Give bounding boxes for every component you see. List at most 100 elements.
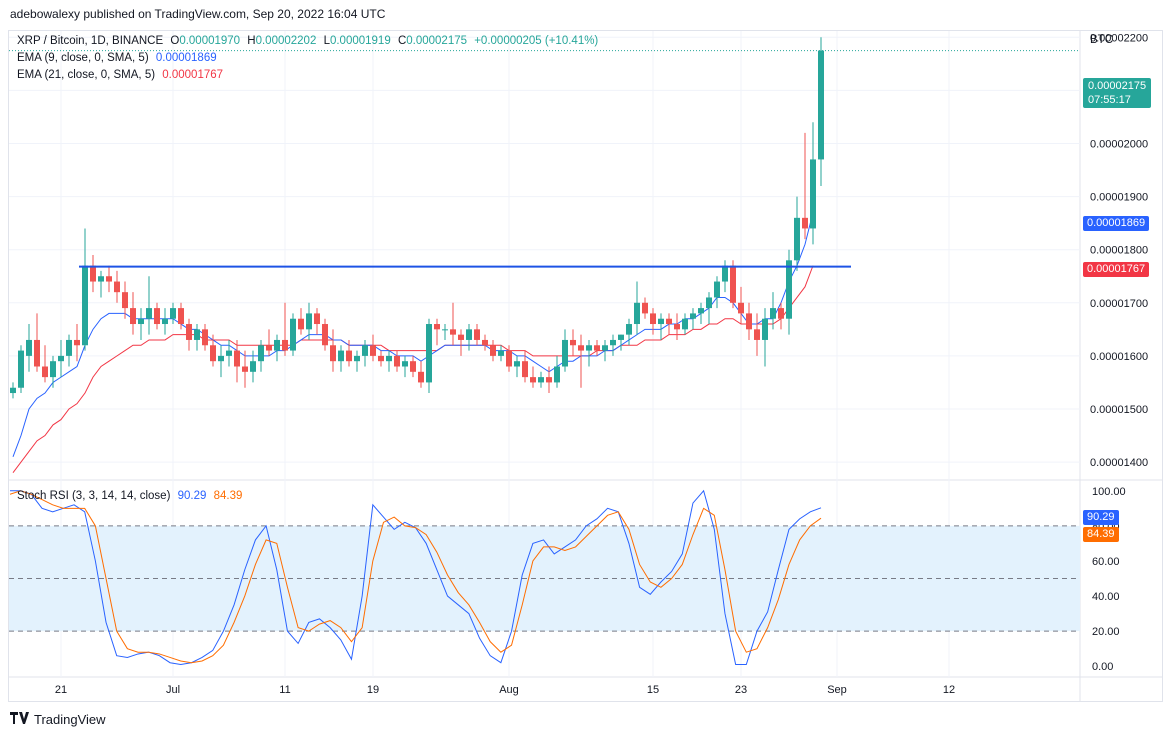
symbol-label[interactable]: XRP / Bitcoin, 1D, BINANCE xyxy=(17,35,164,47)
candle-up xyxy=(562,339,568,367)
candle-up xyxy=(618,334,624,340)
candle-up xyxy=(226,350,232,356)
candle-up xyxy=(250,361,256,372)
candle-down xyxy=(114,281,120,293)
candle-down xyxy=(418,371,424,383)
chart-frame xyxy=(8,30,1163,702)
candle-up xyxy=(786,260,792,319)
candle-down xyxy=(154,308,160,325)
price-tick-label: 0.00001900 xyxy=(1090,192,1148,204)
low-label: L xyxy=(323,35,330,47)
candle-up xyxy=(794,217,800,261)
candle-down xyxy=(650,313,656,325)
candle-down xyxy=(802,217,808,229)
candle-down xyxy=(482,339,488,346)
candle-up xyxy=(18,350,24,388)
candle-up xyxy=(602,345,608,351)
candle-up xyxy=(146,308,152,319)
countdown-value: 07:55:17 xyxy=(1088,94,1131,106)
ema21-value: 0.00001767 xyxy=(162,69,224,81)
ema21-label[interactable]: EMA (21, close, 0, SMA, 5) xyxy=(17,69,156,81)
candle-down xyxy=(746,313,752,330)
candle-up xyxy=(538,377,544,383)
rsi-k-value: 90.29 xyxy=(177,490,207,502)
candle-up xyxy=(762,318,768,340)
candle-up xyxy=(426,324,432,383)
candle-down xyxy=(458,334,464,340)
candle-up xyxy=(10,387,16,394)
candle-down xyxy=(738,302,744,314)
price-tick-label: 0.00002000 xyxy=(1090,139,1148,151)
rsi-tick-label: 40.00 xyxy=(1092,591,1120,603)
candle-down xyxy=(178,308,184,325)
candle-up xyxy=(306,313,312,330)
candle-down xyxy=(74,339,80,346)
candle-down xyxy=(130,308,136,325)
candle-down xyxy=(666,318,672,325)
time-tick-label: 21 xyxy=(55,684,67,696)
candle-down xyxy=(322,324,328,346)
candle-up xyxy=(690,313,696,319)
close-label: C xyxy=(397,35,407,47)
rsi-label[interactable]: Stoch RSI (3, 3, 14, 14, close) xyxy=(17,490,171,502)
time-tick-label: 23 xyxy=(735,684,747,696)
candle-down xyxy=(778,308,784,319)
candle-down xyxy=(522,361,528,378)
candle-down xyxy=(642,302,648,314)
high-value: 0.00002202 xyxy=(255,35,317,47)
last-price-value: 0.00002175 xyxy=(1088,80,1147,92)
candle-up xyxy=(218,355,224,362)
candle-down xyxy=(266,345,272,351)
candle-down xyxy=(370,345,376,356)
candle-up xyxy=(354,355,360,362)
candle-up xyxy=(194,329,200,340)
price-tick-label: 0.00001500 xyxy=(1090,404,1148,416)
low-value: 0.00001919 xyxy=(329,35,391,47)
candle-down xyxy=(378,355,384,362)
time-tick-label: 11 xyxy=(279,684,290,696)
candle-up xyxy=(58,355,64,362)
price-tick-label: 0.00001700 xyxy=(1090,298,1148,310)
candle-up xyxy=(162,318,168,325)
footer-brand[interactable]: TradingView xyxy=(10,712,106,727)
candle-up xyxy=(818,50,824,160)
candle-down xyxy=(594,345,600,351)
candle-down xyxy=(186,324,192,340)
candle-down xyxy=(490,345,496,356)
rsi-d-line xyxy=(9,490,822,664)
tradingview-logo-icon xyxy=(10,712,30,727)
time-tick-label: Aug xyxy=(499,684,519,696)
rsi-legend: Stoch RSI (3, 3, 14, 14, close) 90.29 84… xyxy=(17,490,246,502)
open-label: O xyxy=(170,35,180,47)
ema9-label[interactable]: EMA (9, close, 0, SMA, 5) xyxy=(17,52,149,64)
candle-up xyxy=(714,281,720,298)
candle-up xyxy=(498,350,504,356)
rsi-tick-label: 0.00 xyxy=(1092,661,1113,673)
candle-down xyxy=(474,329,480,340)
candle-down xyxy=(754,329,760,340)
rsi-k-tag: 90.29 xyxy=(1083,510,1119,525)
candle-up xyxy=(698,308,704,314)
candle-up xyxy=(466,329,472,340)
candle-down xyxy=(410,361,416,372)
candle-up xyxy=(274,339,280,351)
candle-down xyxy=(346,350,352,362)
candle-down xyxy=(242,366,248,372)
candle-up xyxy=(810,159,816,229)
candle-up xyxy=(514,361,520,367)
rsi-d-tag: 84.39 xyxy=(1083,527,1119,542)
rsi-tick-label: 100.00 xyxy=(1092,486,1126,498)
candle-up xyxy=(138,318,144,325)
candle-down xyxy=(202,329,208,346)
candle-down xyxy=(674,324,680,330)
candle-up xyxy=(722,265,728,282)
rsi-tick-label: 60.00 xyxy=(1092,556,1120,568)
candle-up xyxy=(658,318,664,325)
change-value: +0.00000205 (+10.41%) xyxy=(474,35,599,47)
candle-up xyxy=(442,329,448,331)
candle-up xyxy=(362,345,368,356)
time-tick-label: Sep xyxy=(827,684,847,696)
candle-up xyxy=(170,308,176,319)
time-tick-label: 19 xyxy=(367,684,379,696)
